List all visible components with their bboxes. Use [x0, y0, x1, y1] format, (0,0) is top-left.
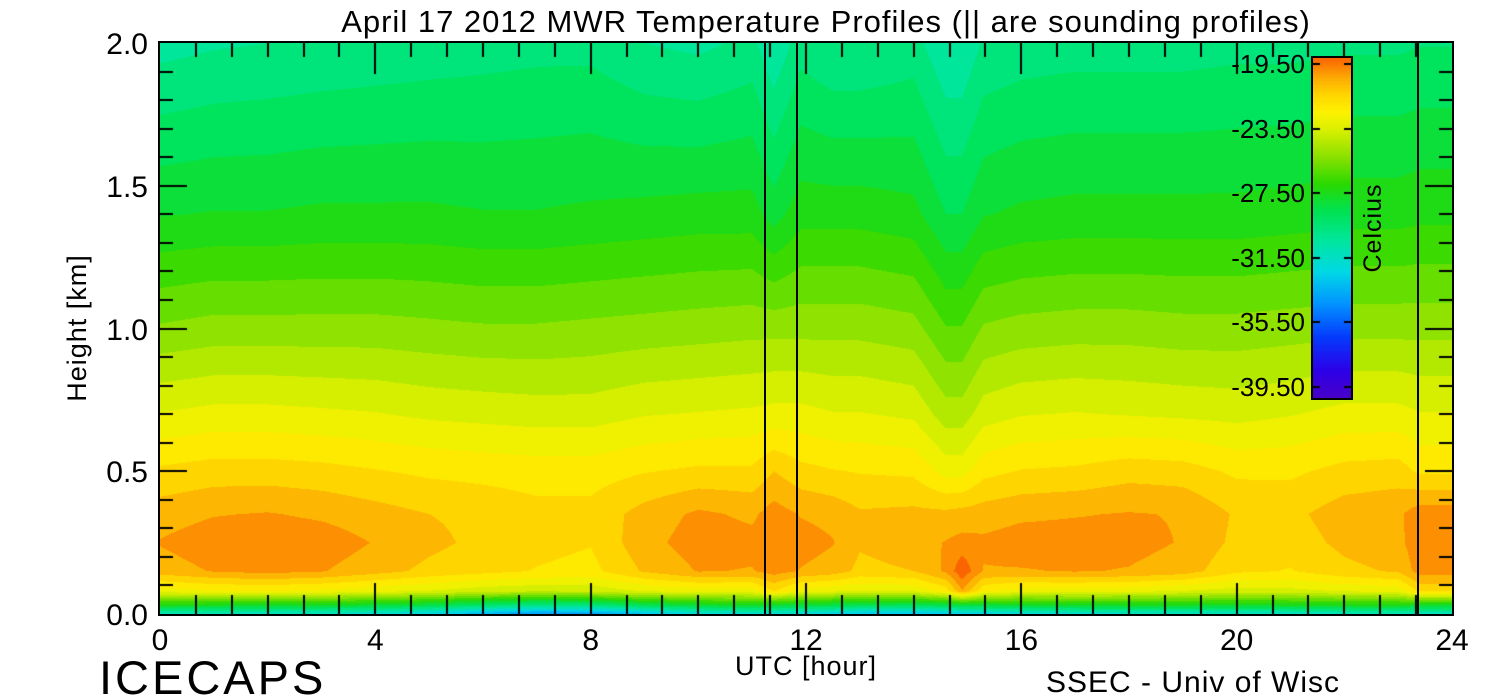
x-tick-label: 8 — [582, 624, 599, 657]
plot-box — [158, 41, 1454, 616]
sounding-profile-line — [796, 43, 798, 614]
colorbar-tick-label: -31.50 — [1231, 242, 1305, 273]
x-axis-label: UTC [hour] — [734, 651, 878, 681]
colorbar-tick-label: -35.50 — [1231, 307, 1305, 338]
x-tick-label: 4 — [366, 624, 384, 657]
heatmap-canvas — [160, 43, 1452, 614]
watermark-icecaps: ICECAPS — [99, 651, 327, 700]
x-tick-label: 0 — [151, 624, 169, 657]
x-tick-label: 16 — [1004, 624, 1039, 657]
y-tick-label: 1.5 — [106, 170, 148, 204]
x-tick-label: 24 — [1435, 624, 1469, 657]
colorbar-tick-label: -19.50 — [1231, 49, 1305, 80]
colorbar-unit-label: Celcius — [1359, 183, 1387, 273]
chart-title: April 17 2012 MWR Temperature Profiles (… — [341, 4, 1311, 39]
x-tick-label: 20 — [1219, 624, 1254, 657]
colorbar — [1311, 56, 1353, 400]
credit-ssec: SSEC - Univ of Wisc — [1046, 666, 1341, 699]
y-tick-label: 0.0 — [106, 599, 148, 632]
sounding-profile-line — [764, 43, 766, 614]
x-tick-label: 12 — [789, 624, 823, 657]
colorbar-tick-label: -39.50 — [1231, 371, 1305, 402]
y-tick-label: 1.0 — [106, 313, 148, 347]
colorbar-tick-label: -27.50 — [1231, 178, 1305, 209]
colorbar-gradient — [1313, 58, 1351, 398]
y-tick-label: 2.0 — [106, 28, 148, 61]
colorbar-tick-label: -23.50 — [1231, 113, 1305, 144]
y-tick-label: 0.5 — [106, 456, 148, 490]
sounding-profile-line — [1417, 43, 1419, 614]
